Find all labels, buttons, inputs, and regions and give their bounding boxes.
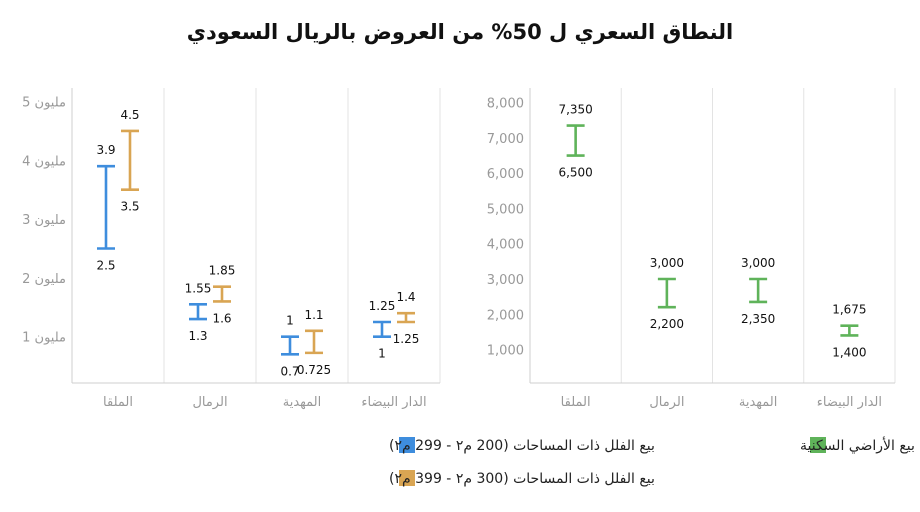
y-tick-label: 5,000 [487, 202, 524, 217]
data-label-low: 2,350 [741, 312, 775, 326]
data-label-high: 1.25 [369, 299, 396, 313]
y-tick-label: 3,000 [487, 273, 524, 288]
data-label-high: 1.85 [209, 264, 236, 278]
data-label-low: 1.3 [188, 329, 207, 343]
y-tick-label: 3 مليون [22, 213, 66, 228]
data-label-high: 3,000 [741, 256, 775, 270]
legend-label: بيع الأراضي السكنية [800, 436, 915, 454]
data-label-high: 3,000 [650, 256, 684, 270]
data-label-low: 0.7 [280, 364, 299, 378]
x-tick-label: الملقا [103, 395, 133, 410]
data-label-low: 3.5 [120, 200, 139, 214]
data-label-high: 3.9 [96, 143, 115, 157]
y-tick-label: 5 مليون [22, 96, 66, 111]
x-tick-label: المهدية [739, 395, 778, 410]
legend-swatch [399, 437, 415, 453]
data-label-high: 1.4 [396, 290, 415, 304]
x-tick-label: الملقا [561, 395, 591, 410]
y-tick-label: 8,000 [487, 97, 524, 112]
y-tick-label: 7,000 [487, 132, 524, 147]
data-label-low: 1.25 [393, 332, 420, 346]
data-label-low: 1,400 [832, 345, 866, 359]
data-label-high: 1.1 [304, 308, 323, 322]
data-label-low: 0.725 [297, 363, 331, 377]
data-label-high: 7,350 [558, 103, 592, 117]
x-tick-label: الدار البيضاء [817, 395, 882, 410]
y-tick-label: 6,000 [487, 167, 524, 182]
legend-label: بيع الفلل ذات المساحات (300 م٢ - 399 م٢) [389, 471, 655, 487]
y-tick-label: 4,000 [487, 238, 524, 253]
y-tick-label: 1,000 [487, 344, 524, 359]
legend-swatch [399, 470, 415, 486]
data-label-low: 1.6 [212, 311, 231, 325]
data-label-high: 4.5 [120, 108, 139, 122]
legend-swatch [810, 437, 826, 453]
x-tick-label: الرمال [192, 395, 227, 410]
data-label-high: 1,675 [832, 303, 866, 317]
data-label-low: 6,500 [558, 166, 592, 180]
y-tick-label: 2,000 [487, 308, 524, 323]
data-label-high: 1 [286, 314, 294, 328]
x-tick-label: المهدية [283, 395, 322, 410]
data-label-low: 2.5 [96, 259, 115, 273]
x-tick-label: الدار البيضاء [361, 395, 426, 410]
y-tick-label: 4 مليون [22, 154, 66, 169]
chart-title: النطاق السعري ل 50% من العروض بالريال ال… [186, 20, 734, 44]
y-tick-label: 1 مليون [22, 331, 66, 346]
data-label-low: 2,200 [650, 317, 684, 331]
data-label-high: 1.55 [185, 281, 212, 295]
legend-label: بيع الفلل ذات المساحات (200 م٢ - 299 م٢) [389, 438, 655, 454]
data-label-low: 1 [378, 347, 386, 361]
x-tick-label: الرمال [649, 395, 684, 410]
y-tick-label: 2 مليون [22, 272, 66, 287]
